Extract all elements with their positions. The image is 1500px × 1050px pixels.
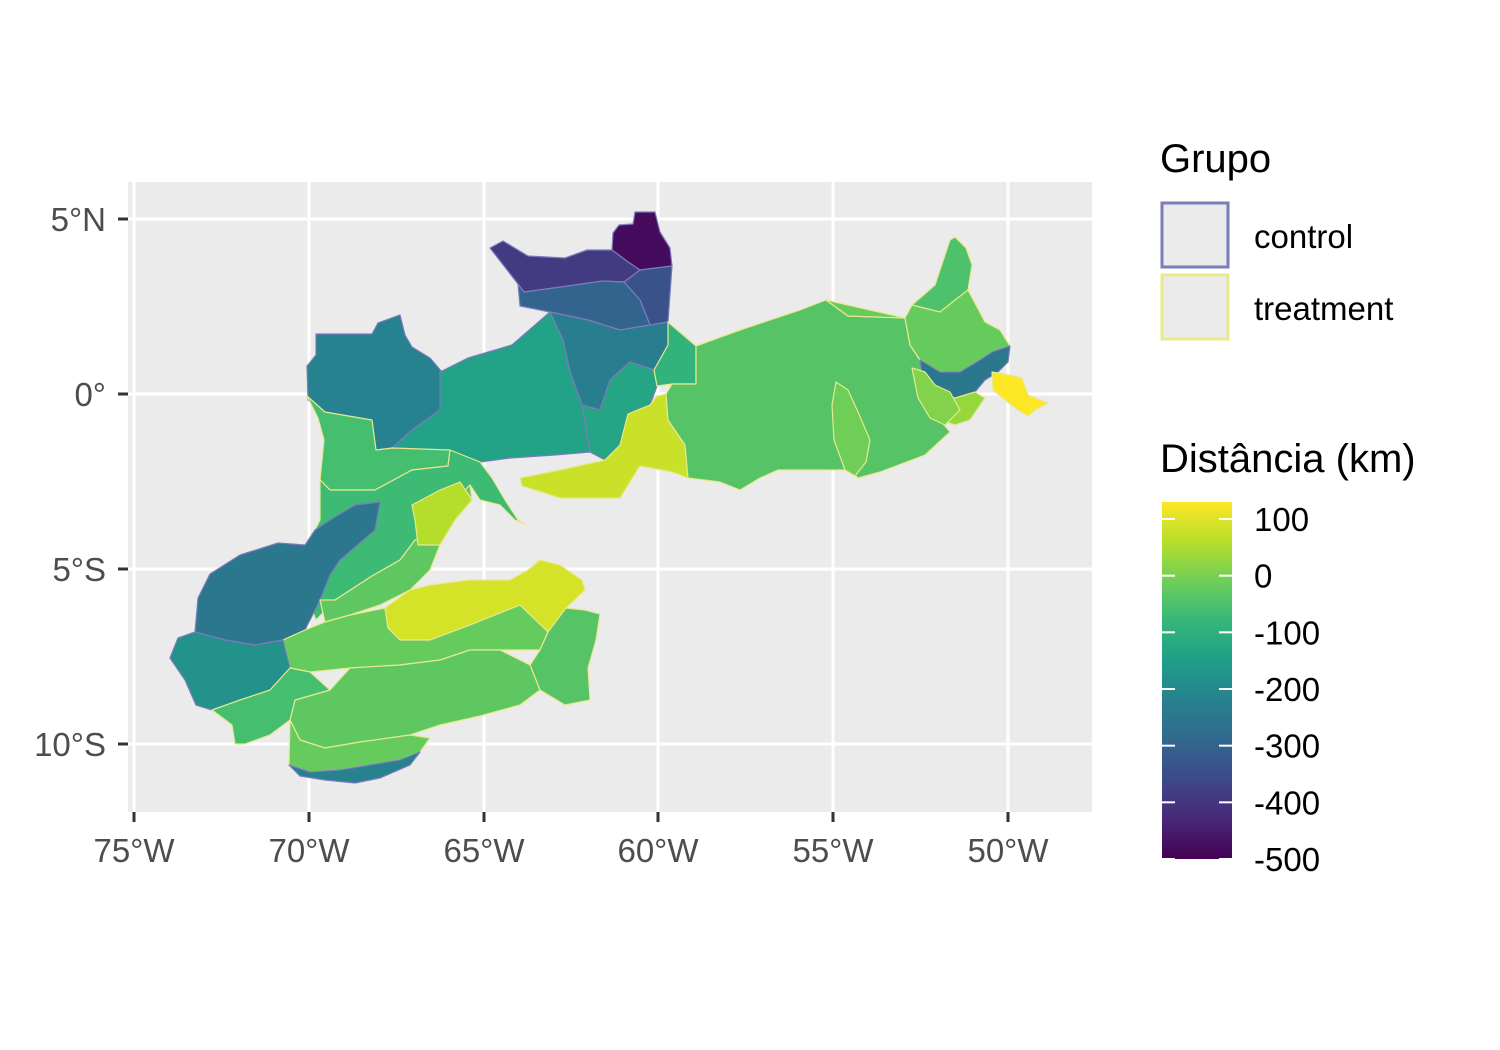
y-axis-labels: 5°N 0° 5°S 10°S: [34, 201, 106, 763]
region-amazonas-rio-negro[interactable]: [391, 311, 591, 463]
x-axis-labels: 75°W 70°W 65°W 60°W 55°W 50°W: [93, 832, 1049, 869]
color-bar: [1162, 502, 1232, 859]
legend-label-treatment: treatment: [1254, 290, 1393, 327]
region-acre-south[interactable]: [288, 751, 421, 784]
region-para-xingu-north[interactable]: [831, 381, 871, 477]
color-bar-label: -400: [1254, 784, 1320, 821]
y-tick-label: 5°N: [51, 201, 106, 238]
axis-ticks: [118, 217, 1010, 822]
color-bar-label: -100: [1254, 614, 1320, 651]
legend-label-control: control: [1254, 218, 1353, 255]
y-tick-label: 0°: [74, 376, 106, 413]
x-tick-label: 60°W: [617, 832, 699, 869]
x-tick-label: 75°W: [93, 832, 175, 869]
y-tick-label: 10°S: [34, 726, 106, 763]
color-bar-label: -300: [1254, 728, 1320, 765]
region-amapa[interactable]: [911, 236, 973, 313]
x-tick-label: 55°W: [792, 832, 874, 869]
region-para-northeast[interactable]: [911, 367, 961, 426]
region-para-trombetas[interactable]: [665, 299, 951, 491]
region-acre-central[interactable]: [211, 667, 331, 745]
color-bar-label: 0: [1254, 558, 1272, 595]
legend-key-control: [1160, 201, 1230, 269]
region-amazonas-solimoes[interactable]: [411, 481, 473, 546]
color-bar-ticks: [1162, 518, 1232, 860]
legend-distance-title: Distância (km): [1160, 437, 1416, 481]
map-regions: [169, 211, 1049, 784]
legend-group: Grupo control treatment: [1160, 137, 1393, 341]
x-tick-label: 65°W: [443, 832, 525, 869]
region-belem[interactable]: [991, 371, 1049, 417]
y-tick-label: 5°S: [52, 551, 106, 588]
color-bar-labels: 100 0 -100 -200 -300 -400 -500: [1254, 501, 1320, 878]
color-bar-label: -200: [1254, 671, 1320, 708]
region-amazonas-jurua[interactable]: [299, 449, 527, 621]
legend-group-title: Grupo: [1160, 137, 1271, 181]
legend-key-treatment: [1160, 273, 1230, 341]
x-tick-label: 50°W: [967, 832, 1049, 869]
color-bar-label: 100: [1254, 501, 1309, 538]
color-bar-label: -500: [1254, 841, 1320, 878]
region-roraima-central[interactable]: [517, 280, 651, 331]
x-tick-label: 70°W: [268, 832, 350, 869]
legend-distance: Distância (km) 100 0 -100 -200 -300 -400 -500: [1160, 437, 1416, 878]
